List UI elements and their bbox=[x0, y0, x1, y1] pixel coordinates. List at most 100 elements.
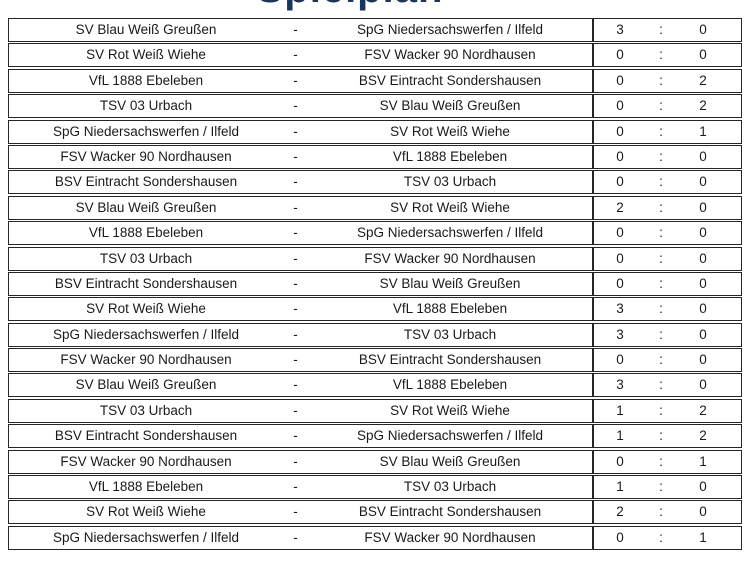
away-team: SpG Niedersachswerfen / Ilfeld bbox=[356, 22, 544, 37]
home-score: 3 bbox=[616, 377, 624, 393]
match-row: VfL 1888 Ebeleben - SpG Niedersachswerfe… bbox=[8, 221, 742, 246]
away-score: 2 bbox=[699, 98, 707, 114]
team-separator-dash: - bbox=[293, 22, 298, 37]
schedule-table: SV Blau Weiß Greußen - SpG Niedersachswe… bbox=[8, 18, 742, 550]
team-separator-dash: - bbox=[293, 174, 298, 190]
score-section: 3 : 0 bbox=[592, 323, 741, 346]
away-team: VfL 1888 Ebeleben bbox=[392, 301, 508, 317]
away-team: SV Blau Weiß Greußen bbox=[379, 453, 521, 469]
home-team: SV Rot Weiß Wiehe bbox=[86, 504, 206, 520]
home-team: FSV Wacker 90 Nordhausen bbox=[60, 148, 232, 164]
away-score: 0 bbox=[699, 250, 707, 266]
match-row: BSV Eintracht Sondershausen - SV Blau We… bbox=[8, 271, 742, 296]
away-score: 0 bbox=[699, 352, 707, 368]
home-team: VfL 1888 Ebeleben bbox=[88, 479, 204, 495]
home-team: SV Rot Weiß Wiehe bbox=[86, 301, 206, 317]
score-colon: : bbox=[659, 199, 663, 215]
score-section: 0 : 0 bbox=[592, 222, 741, 245]
home-score: 1 bbox=[616, 402, 624, 418]
away-score: 0 bbox=[699, 47, 707, 63]
team-separator-dash: - bbox=[293, 402, 298, 418]
match-row: SpG Niedersachswerfen / Ilfeld - FSV Wac… bbox=[8, 525, 742, 550]
away-team: SV Rot Weiß Wiehe bbox=[390, 402, 510, 418]
home-team: SpG Niedersachswerfen / Ilfeld bbox=[52, 529, 240, 545]
team-separator-dash: - bbox=[293, 148, 298, 164]
away-team: SV Blau Weiß Greußen bbox=[379, 275, 521, 291]
team-separator-dash: - bbox=[293, 326, 298, 342]
score-colon: : bbox=[659, 352, 663, 368]
away-team: TSV 03 Urbach bbox=[403, 174, 497, 190]
home-team: BSV Eintracht Sondershausen bbox=[54, 275, 238, 291]
team-separator-dash: - bbox=[293, 453, 298, 469]
away-score: 0 bbox=[699, 479, 707, 495]
match-row: FSV Wacker 90 Nordhausen - BSV Eintracht… bbox=[8, 348, 742, 373]
away-score: 0 bbox=[699, 377, 707, 393]
match-row: SpG Niedersachswerfen / Ilfeld - SV Rot … bbox=[8, 119, 742, 144]
score-colon: : bbox=[659, 301, 663, 317]
team-separator-dash: - bbox=[293, 301, 298, 317]
score-section: 1 : 2 bbox=[592, 399, 741, 422]
score-colon: : bbox=[659, 123, 663, 139]
home-score: 0 bbox=[616, 98, 624, 114]
home-score: 2 bbox=[616, 199, 624, 215]
home-team: SV Rot Weiß Wiehe bbox=[86, 47, 206, 63]
team-separator-dash: - bbox=[293, 199, 298, 215]
page-title: Spielplan bbox=[257, 0, 444, 11]
score-section: 0 : 0 bbox=[592, 145, 741, 168]
score-section: 0 : 0 bbox=[592, 247, 741, 270]
home-team: BSV Eintracht Sondershausen bbox=[54, 428, 238, 444]
home-team: SpG Niedersachswerfen / Ilfeld bbox=[52, 123, 240, 139]
away-score: 0 bbox=[699, 225, 707, 241]
home-score: 0 bbox=[616, 72, 624, 88]
home-score: 1 bbox=[616, 479, 624, 495]
home-score: 3 bbox=[616, 301, 624, 317]
team-separator-dash: - bbox=[293, 98, 298, 114]
home-team: SV Blau Weiß Greußen bbox=[75, 22, 217, 37]
score-section: 0 : 1 bbox=[592, 526, 741, 549]
home-score: 0 bbox=[616, 250, 624, 266]
home-score: 1 bbox=[616, 428, 624, 444]
score-section: 3 : 0 bbox=[592, 298, 741, 321]
score-colon: : bbox=[659, 377, 663, 393]
away-score: 0 bbox=[699, 275, 707, 291]
home-team: TSV 03 Urbach bbox=[99, 98, 193, 114]
score-section: 2 : 0 bbox=[592, 196, 741, 219]
team-separator-dash: - bbox=[293, 47, 298, 63]
away-team: BSV Eintracht Sondershausen bbox=[358, 352, 542, 368]
score-colon: : bbox=[659, 479, 663, 495]
away-team: FSV Wacker 90 Nordhausen bbox=[364, 529, 536, 545]
away-score: 0 bbox=[699, 301, 707, 317]
home-team: FSV Wacker 90 Nordhausen bbox=[60, 352, 232, 368]
away-score: 1 bbox=[699, 453, 707, 469]
team-separator-dash: - bbox=[293, 428, 298, 444]
away-score: 1 bbox=[699, 529, 707, 545]
away-score: 0 bbox=[699, 326, 707, 342]
away-score: 0 bbox=[699, 199, 707, 215]
score-section: 0 : 0 bbox=[592, 272, 741, 295]
score-section: 0 : 0 bbox=[592, 171, 741, 194]
score-colon: : bbox=[659, 275, 663, 291]
away-team: BSV Eintracht Sondershausen bbox=[358, 504, 542, 520]
away-team: SV Rot Weiß Wiehe bbox=[390, 123, 510, 139]
match-row: TSV 03 Urbach - SV Blau Weiß Greußen 0 :… bbox=[8, 94, 742, 119]
match-row: SV Blau Weiß Greußen - SpG Niedersachswe… bbox=[8, 18, 742, 42]
home-score: 3 bbox=[616, 22, 624, 37]
team-separator-dash: - bbox=[293, 250, 298, 266]
match-row: BSV Eintracht Sondershausen - SpG Nieder… bbox=[8, 424, 742, 449]
home-team: VfL 1888 Ebeleben bbox=[88, 225, 204, 241]
match-row: VfL 1888 Ebeleben - BSV Eintracht Sonder… bbox=[8, 68, 742, 93]
score-colon: : bbox=[659, 504, 663, 520]
home-score: 0 bbox=[616, 453, 624, 469]
score-section: 2 : 0 bbox=[592, 501, 741, 524]
match-row: SV Rot Weiß Wiehe - BSV Eintracht Sonder… bbox=[8, 500, 742, 525]
score-colon: : bbox=[659, 453, 663, 469]
home-score: 0 bbox=[616, 225, 624, 241]
away-score: 0 bbox=[699, 174, 707, 190]
away-team: VfL 1888 Ebeleben bbox=[392, 377, 508, 393]
away-team: BSV Eintracht Sondershausen bbox=[358, 72, 542, 88]
team-separator-dash: - bbox=[293, 225, 298, 241]
away-team: FSV Wacker 90 Nordhausen bbox=[364, 250, 536, 266]
away-score: 2 bbox=[699, 402, 707, 418]
match-row: BSV Eintracht Sondershausen - TSV 03 Urb… bbox=[8, 170, 742, 195]
score-colon: : bbox=[659, 98, 663, 114]
